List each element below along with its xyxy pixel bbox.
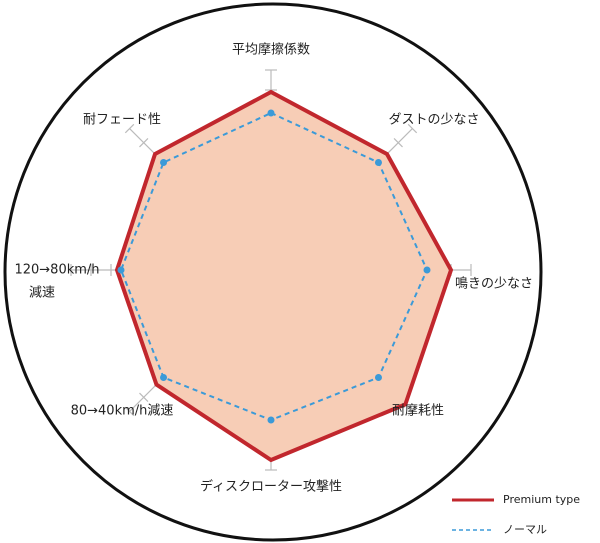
point — [160, 373, 168, 381]
legend-label: ノーマル — [503, 523, 547, 536]
axis-label: 耐フェード性 — [83, 113, 161, 128]
point — [374, 159, 382, 167]
legend-label: Premium type — [503, 493, 580, 506]
axis-label: 鳴きの少なさ — [455, 277, 533, 292]
axis-label: ディスクローター攻撃性 — [200, 479, 342, 495]
tick-mark — [124, 123, 135, 134]
point — [160, 159, 168, 167]
tick-mark — [124, 406, 135, 417]
axis-label: 80→40km/h減速 — [71, 403, 174, 419]
tick-mark — [407, 406, 418, 417]
point — [267, 416, 275, 424]
point — [267, 109, 275, 117]
tick-mark — [393, 138, 403, 148]
series-area — [114, 89, 454, 463]
point — [374, 373, 382, 381]
axis-label: 平均摩擦係数 — [232, 42, 310, 58]
axis-label: 耐摩耗性 — [392, 403, 444, 419]
axis-label: ダストの少なさ — [388, 113, 479, 128]
tick-mark — [139, 138, 149, 148]
outer-ring — [3, 2, 543, 542]
point — [423, 266, 431, 274]
axis-label: 減速 — [29, 285, 55, 301]
tick-mark — [407, 123, 418, 134]
point — [117, 266, 125, 274]
axis-label: 120→80km/h — [14, 263, 99, 278]
tick-mark — [139, 392, 149, 402]
